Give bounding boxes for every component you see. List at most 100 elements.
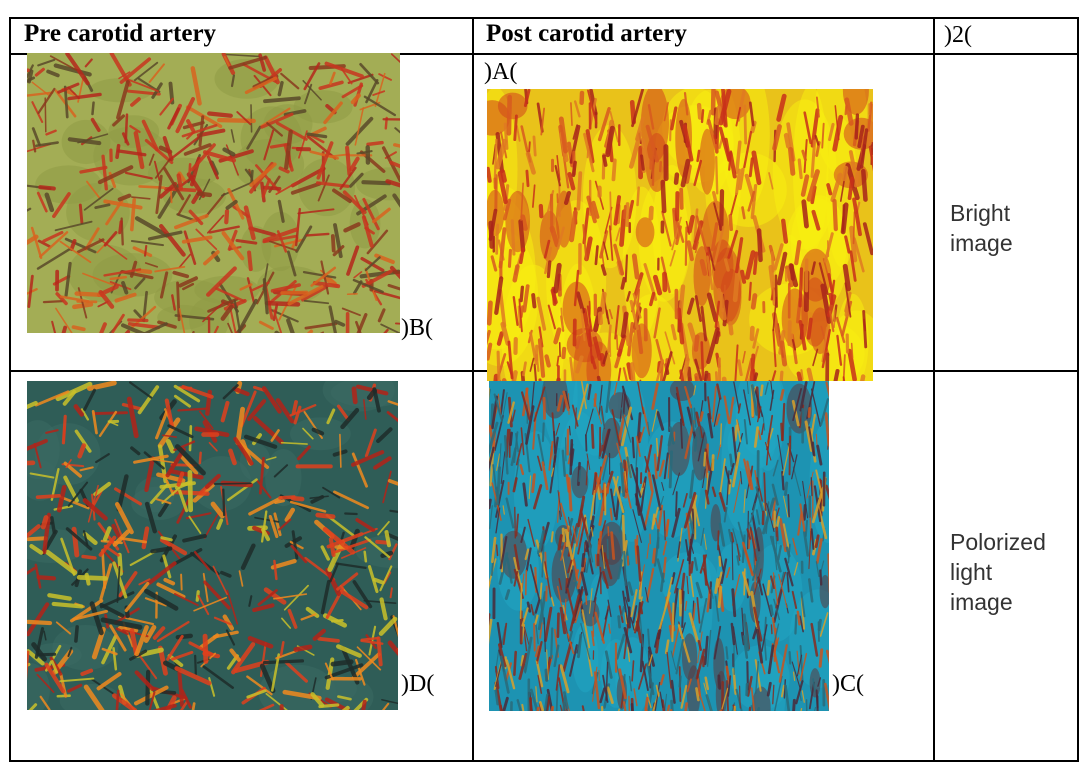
texture (690, 560, 694, 574)
texture (815, 469, 824, 501)
texture (36, 673, 55, 693)
texture (750, 183, 758, 220)
texture (680, 684, 688, 709)
texture (203, 580, 231, 610)
texture (27, 68, 30, 73)
texture (703, 451, 707, 467)
texture (163, 577, 176, 586)
texture (667, 421, 691, 476)
texture (665, 519, 670, 537)
texture (538, 203, 544, 219)
texture (536, 706, 540, 711)
texture (97, 165, 134, 185)
texture (275, 398, 295, 424)
texture (188, 515, 202, 535)
texture (729, 453, 733, 467)
texture (751, 150, 762, 186)
texture (753, 606, 763, 642)
texture (630, 702, 634, 711)
texture (752, 251, 759, 275)
texture (693, 436, 698, 452)
table-border (9, 17, 11, 762)
texture (762, 583, 773, 617)
texture (489, 618, 493, 645)
texture (653, 536, 660, 567)
texture (37, 239, 51, 248)
texture (844, 235, 851, 254)
texture (538, 530, 546, 553)
texture (739, 471, 743, 485)
texture (533, 386, 546, 422)
texture (695, 581, 703, 599)
texture (792, 388, 803, 421)
texture (781, 470, 785, 491)
texture (572, 525, 578, 546)
texture (248, 226, 276, 237)
texture (51, 601, 84, 609)
texture (191, 702, 196, 710)
texture (633, 688, 638, 707)
texture (111, 313, 125, 333)
texture (65, 459, 72, 469)
texture (696, 102, 703, 120)
texture (502, 696, 509, 711)
texture (346, 245, 360, 276)
texture (788, 651, 792, 665)
texture (821, 328, 832, 369)
texture (787, 320, 792, 347)
texture (181, 235, 213, 244)
texture (635, 435, 641, 457)
texture (351, 452, 368, 488)
texture (330, 618, 344, 623)
texture (183, 143, 212, 156)
texture (489, 421, 499, 456)
texture (496, 466, 501, 506)
texture (700, 527, 705, 546)
texture (178, 276, 199, 288)
texture (69, 239, 77, 252)
texture (306, 132, 328, 139)
texture (352, 580, 373, 609)
texture (225, 53, 261, 58)
texture (101, 549, 106, 589)
texture (754, 659, 762, 692)
texture (332, 188, 352, 204)
texture (766, 502, 775, 533)
texture (556, 355, 560, 367)
texture (814, 134, 820, 146)
texture (27, 64, 34, 80)
texture (666, 704, 671, 711)
texture (373, 289, 400, 300)
texture (667, 432, 673, 447)
texture (510, 447, 517, 466)
texture (694, 373, 700, 381)
header-cell: Post carotid artery (486, 20, 687, 47)
texture (537, 433, 545, 467)
texture (783, 495, 789, 518)
texture (493, 393, 503, 422)
texture (616, 334, 627, 357)
texture (597, 107, 611, 142)
texture (826, 183, 833, 196)
texture (315, 512, 336, 520)
texture (618, 668, 627, 700)
texture (503, 122, 509, 150)
texture (562, 398, 566, 413)
texture (643, 490, 654, 529)
texture (748, 706, 752, 711)
texture (279, 641, 285, 656)
texture (159, 537, 188, 556)
texture (731, 452, 741, 488)
texture (686, 366, 692, 381)
texture (289, 540, 304, 550)
texture (673, 559, 685, 594)
header-cell: Pre carotid artery (24, 20, 217, 47)
texture (99, 322, 107, 333)
texture (788, 435, 792, 476)
texture (162, 554, 172, 579)
texture (772, 572, 779, 606)
texture (244, 168, 253, 178)
texture (736, 543, 741, 562)
texture (817, 677, 822, 687)
texture (833, 368, 840, 381)
